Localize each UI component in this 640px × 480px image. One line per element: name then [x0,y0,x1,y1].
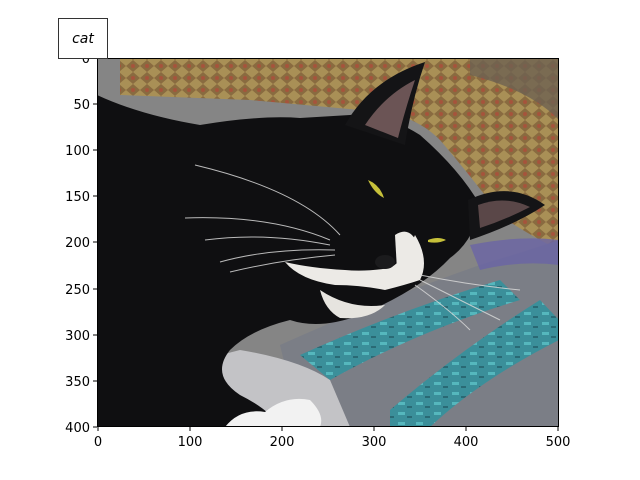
cat-muzzle [285,235,424,290]
cat-eye-right [428,238,446,243]
y-tick-label: 250 [65,283,90,298]
cushion-shadow [470,58,559,120]
purple-edge [470,238,559,270]
y-axis: 0 50 100 150 200 250 300 350 400 [65,52,97,436]
cat-paw [225,398,322,427]
x-tick-label: 400 [454,435,479,450]
x-tick-label: 100 [178,435,203,450]
x-tick-label: 0 [94,435,102,450]
cat-whiskers [184,164,521,331]
x-axis: 0 100 200 300 400 500 [94,427,571,450]
cat-label-box: cat [58,18,108,59]
x-tick-label: 300 [362,435,387,450]
cat-cheek [395,231,418,270]
y-tick-label: 350 [65,375,90,390]
y-tick-label: 100 [65,144,90,159]
cat-label: cat [72,31,94,47]
x-tick-label: 200 [270,435,295,450]
y-tick-label: 150 [65,190,90,205]
cat-eye-left [368,180,384,198]
axes-frame [97,58,559,427]
cat-ear-left-inner [365,80,415,138]
cat-nose [375,255,395,269]
y-tick-label: 400 [65,421,90,436]
teal-stripe [300,280,520,380]
cat-photo [97,58,559,427]
label-box-frame [58,18,108,59]
cat-chin [320,290,385,319]
y-tick-label: 300 [65,329,90,344]
x-tick-label: 500 [546,435,571,450]
patterned-cushion [120,58,559,250]
y-tick-label: 0 [82,52,90,67]
y-tick-label: 200 [65,236,90,251]
teal-stripe-2 [390,300,559,427]
y-tick-label: 50 [73,98,90,113]
cat-ear-right-inner [478,200,530,228]
